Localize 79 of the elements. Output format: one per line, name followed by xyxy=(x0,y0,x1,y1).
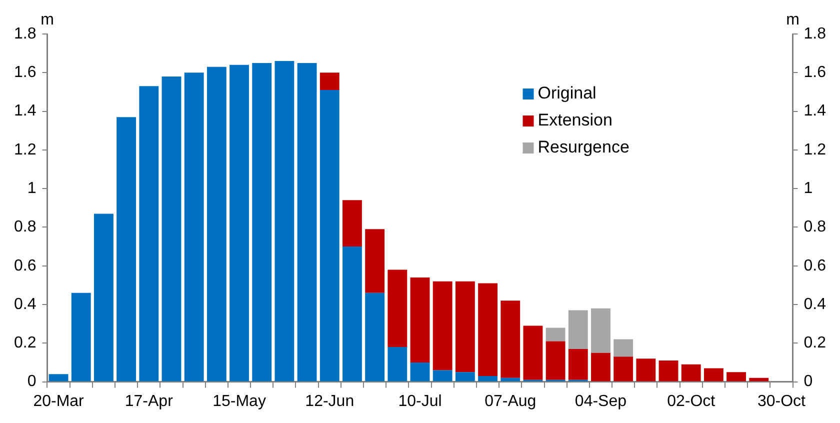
bar xyxy=(546,341,566,380)
bar xyxy=(455,372,475,382)
bar xyxy=(568,348,588,380)
bar xyxy=(342,200,362,247)
bar xyxy=(546,328,566,342)
bar xyxy=(704,368,724,382)
x-tick-label: 20-Mar xyxy=(33,392,85,410)
bar xyxy=(410,362,430,382)
legend-label: Original xyxy=(538,84,596,103)
x-tick-label: 30-Oct xyxy=(757,392,806,410)
y2-tick-label: 1.6 xyxy=(804,64,826,82)
y-tick-label: 0.6 xyxy=(14,257,36,274)
bar xyxy=(500,378,520,382)
bar xyxy=(455,281,475,372)
y-tick-label: 0 xyxy=(27,373,36,390)
legend-label: Extension xyxy=(538,110,612,130)
y2-axis-title: m xyxy=(786,11,800,28)
bar xyxy=(658,360,678,382)
y2-tick-label: 0.4 xyxy=(804,296,826,313)
x-tick-label: 15-May xyxy=(212,392,266,410)
bar xyxy=(116,117,136,382)
x-tick-label: 04-Sep xyxy=(574,392,627,410)
y2-tick-label: 1 xyxy=(804,180,813,197)
x-tick-label: 10-Jul xyxy=(398,392,442,410)
bar xyxy=(252,62,272,382)
bar xyxy=(274,61,294,382)
bar xyxy=(749,378,769,382)
y-tick-label: 1.4 xyxy=(14,102,36,120)
x-tick-label: 07-Aug xyxy=(484,392,536,410)
bar xyxy=(48,374,68,382)
bar xyxy=(365,229,385,293)
bar xyxy=(94,214,114,382)
y2-tick-label: 0 xyxy=(804,373,813,390)
bar xyxy=(478,376,498,382)
y2-tick-label: 0.2 xyxy=(804,334,826,352)
y-axis-title: m xyxy=(40,11,54,28)
bar xyxy=(139,86,159,382)
bar xyxy=(230,64,249,382)
y-tick-label: 0.8 xyxy=(14,218,36,236)
bar xyxy=(614,356,634,382)
bar xyxy=(320,72,340,90)
y-tick-label: 0.4 xyxy=(14,296,36,313)
y2-tick-label: 0.8 xyxy=(804,218,826,236)
legend-label: Resurgence xyxy=(538,138,630,157)
y2-tick-label: 1.2 xyxy=(804,141,826,158)
bar xyxy=(681,364,701,382)
bar xyxy=(162,76,182,382)
y-tick-label: 0.2 xyxy=(14,334,36,352)
bar xyxy=(71,292,91,382)
y2-tick-label: 0.6 xyxy=(804,257,826,274)
bar xyxy=(410,277,430,362)
bar xyxy=(432,281,452,370)
y2-tick-label: 1.4 xyxy=(804,102,826,120)
bar xyxy=(184,72,204,382)
bar xyxy=(614,339,634,357)
bar xyxy=(523,326,543,380)
bar xyxy=(320,90,340,382)
bar xyxy=(206,66,226,382)
bar xyxy=(365,292,385,382)
x-tick-label: 17-Apr xyxy=(124,392,174,410)
bar xyxy=(432,370,452,382)
bar xyxy=(726,372,746,382)
bar xyxy=(342,246,362,382)
x-tick-label: 02-Oct xyxy=(667,392,716,410)
bar xyxy=(568,310,588,349)
bar xyxy=(297,62,317,382)
bar xyxy=(591,308,610,353)
bar xyxy=(388,347,408,382)
y-tick-label: 1 xyxy=(27,180,36,197)
bar xyxy=(478,283,498,376)
y-tick-label: 1.6 xyxy=(14,64,36,82)
y-tick-label: 1.2 xyxy=(14,141,36,158)
bar xyxy=(591,352,610,382)
y2-tick-label: 1.8 xyxy=(804,25,826,42)
x-tick-label: 12-Jun xyxy=(305,392,354,410)
y-tick-label: 1.8 xyxy=(14,25,36,42)
bar xyxy=(636,358,656,382)
bar xyxy=(500,300,520,378)
bar xyxy=(388,270,408,348)
